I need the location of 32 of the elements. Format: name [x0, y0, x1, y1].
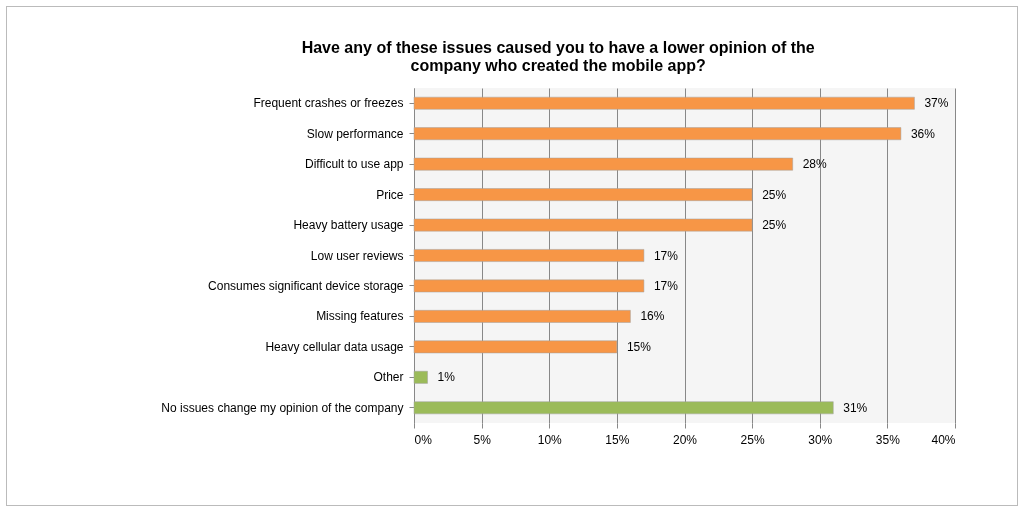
y-tick-label: Slow performance: [306, 126, 404, 141]
data-label: 28%: [802, 157, 828, 172]
y-tick-label: Difficult to use app: [304, 157, 404, 172]
x-tick-label: 15%: [605, 432, 630, 447]
data-label: 36%: [910, 126, 936, 141]
data-label: 31%: [843, 400, 868, 415]
y-tick-label: Other: [373, 370, 404, 385]
data-label: 25%: [762, 218, 787, 233]
x-tick-label: 5%: [473, 432, 492, 447]
x-tick-label: 30%: [808, 432, 833, 447]
x-tick-label: 0%: [414, 432, 433, 447]
chart-title: Have any of these issues caused you to have a lower opinion of the company who created the mobile app?: [301, 39, 815, 74]
y-tick-label: No issues change my opinion of the company: [161, 400, 404, 415]
x-tick-label: 35%: [875, 432, 901, 447]
y-tick-label: Frequent crashes or freezes: [253, 96, 404, 111]
y-tick-label: Price: [376, 187, 404, 202]
y-tick-label: Heavy cellular data usage: [265, 339, 404, 354]
y-tick-label: Missing features: [316, 309, 404, 324]
x-tick-label: 20%: [672, 432, 698, 447]
data-label: 1%: [437, 370, 456, 385]
data-label: 15%: [626, 339, 652, 354]
x-tick-label: 10%: [537, 432, 563, 447]
data-label: 37%: [924, 96, 949, 111]
data-label: 17%: [653, 248, 679, 263]
x-tick-label: 40%: [931, 432, 956, 447]
y-tick-label: Heavy battery usage: [293, 218, 404, 233]
data-label: 17%: [653, 278, 679, 293]
data-label: 16%: [640, 309, 665, 324]
y-tick-label: Consumes significant device storage: [208, 278, 404, 293]
data-label: 25%: [762, 187, 787, 202]
x-tick-label: 25%: [740, 432, 765, 447]
y-tick-label: Low user reviews: [310, 248, 404, 263]
